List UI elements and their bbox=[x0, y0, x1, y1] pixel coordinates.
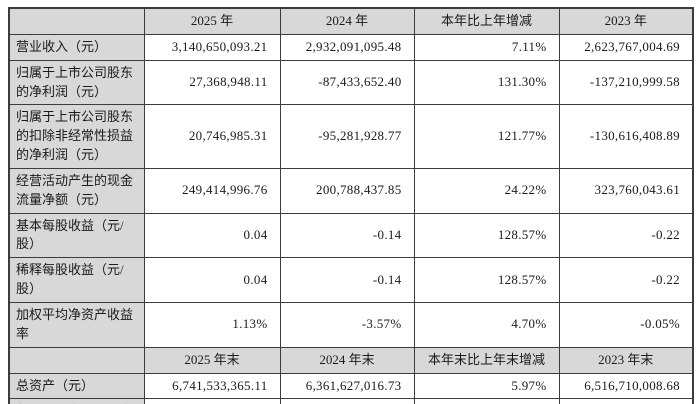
value-2024: -3.57% bbox=[279, 301, 415, 348]
value-2024: 200,788,437.85 bbox=[279, 167, 415, 214]
row-label: 归属于上市公司股东的净利润（元） bbox=[8, 59, 145, 106]
value-change: 4.70% bbox=[413, 301, 560, 348]
table-row-diluted-eps: 稀释每股收益（元/股） 0.04 -0.14 128.57% -0.22 bbox=[8, 257, 694, 303]
header-2023-end: 2023 年末 bbox=[558, 346, 694, 374]
row-label: 总资产（元） bbox=[8, 372, 145, 400]
value-change: 128.57% bbox=[413, 212, 560, 259]
row-label: 营业收入（元） bbox=[8, 33, 145, 61]
value-2023: -0.05% bbox=[558, 301, 694, 348]
header-2025-end: 2025 年末 bbox=[143, 346, 281, 374]
header-blank-cell bbox=[8, 7, 145, 35]
table-row-operating-cash-flow: 经营活动产生的现金流量净额（元） 249,414,996.76 200,788,… bbox=[8, 167, 694, 214]
financial-summary-table: 2025 年 2024 年 本年比上年增减 2023 年 营业收入（元） 3,1… bbox=[8, 7, 694, 404]
value-change: 7.11% bbox=[413, 33, 560, 61]
row-label: 加权平均净资产收益率 bbox=[8, 301, 145, 348]
table-row-total-assets: 总资产（元） 6,741,533,365.11 6,361,627,016.73… bbox=[8, 372, 694, 400]
header-2023: 2023 年 bbox=[558, 7, 694, 35]
row-label: 归属于上市公司股东的扣除非经常性损益的净利润（元） bbox=[8, 104, 145, 169]
header-2024-end: 2024 年末 bbox=[279, 346, 415, 374]
value-2025: 6,741,533,365.11 bbox=[143, 372, 281, 400]
value-2024: -0.14 bbox=[279, 257, 415, 303]
value-2025: 0.04 bbox=[143, 212, 281, 259]
value-change: 121.77% bbox=[413, 104, 560, 169]
row-label: 经营活动产生的现金流量净额（元） bbox=[8, 167, 145, 214]
value-2025: 27,368,948.11 bbox=[143, 59, 281, 106]
value-2025: 2,406,883,614.26 bbox=[143, 398, 281, 404]
value-change: 24.22% bbox=[413, 167, 560, 214]
row-label: 归属于上市公司股东的净资产（元） bbox=[8, 398, 145, 404]
value-change: 5.97% bbox=[413, 372, 560, 400]
header-2025: 2025 年 bbox=[143, 7, 281, 35]
row-label: 基本每股收益（元/股） bbox=[8, 212, 145, 259]
value-2024: -87,433,652.40 bbox=[279, 59, 415, 106]
table-row-basic-eps: 基本每股收益（元/股） 0.04 -0.14 128.57% -0.22 bbox=[8, 212, 694, 259]
value-2023: 323,760,043.61 bbox=[558, 167, 694, 214]
value-change: 128.57% bbox=[413, 257, 560, 303]
table-row-weighted-avg-roe: 加权平均净资产收益率 1.13% -3.57% 4.70% -0.05% bbox=[8, 301, 694, 348]
value-2024: 2,932,091,095.48 bbox=[279, 33, 415, 61]
header-row-period-end: 2025 年末 2024 年末 本年末比上年末增减 2023 年末 bbox=[8, 346, 694, 374]
table-row-net-profit: 归属于上市公司股东的净利润（元） 27,368,948.11 -87,433,6… bbox=[8, 59, 694, 106]
table-row-net-assets: 归属于上市公司股东的净资产（元） 2,406,883,614.26 2,403,… bbox=[8, 398, 694, 404]
value-2024: 6,361,627,016.73 bbox=[279, 372, 415, 400]
value-2025: 1.13% bbox=[143, 301, 281, 348]
header-row-annual: 2025 年 2024 年 本年比上年增减 2023 年 bbox=[8, 7, 694, 35]
header-period-end-change: 本年末比上年末增减 bbox=[413, 346, 560, 374]
value-change: 0.12% bbox=[413, 398, 560, 404]
value-2025: 20,746,985.31 bbox=[143, 104, 281, 169]
header-blank-cell bbox=[8, 346, 145, 374]
value-2023: 2,491,287,061.60 bbox=[558, 398, 694, 404]
value-2023: -137,210,999.58 bbox=[558, 59, 694, 106]
value-2024: -95,281,928.77 bbox=[279, 104, 415, 169]
value-2025: 3,140,650,093.21 bbox=[143, 33, 281, 61]
value-change: 131.30% bbox=[413, 59, 560, 106]
table-row-revenue: 营业收入（元） 3,140,650,093.21 2,932,091,095.4… bbox=[8, 33, 694, 61]
row-label: 稀释每股收益（元/股） bbox=[8, 257, 145, 303]
value-2023: 6,516,710,008.68 bbox=[558, 372, 694, 400]
value-2023: -0.22 bbox=[558, 257, 694, 303]
header-yoy-change: 本年比上年增减 bbox=[413, 7, 560, 35]
value-2024: -0.14 bbox=[279, 212, 415, 259]
value-2024: 2,403,898,954.58 bbox=[279, 398, 415, 404]
value-2023: -0.22 bbox=[558, 212, 694, 259]
value-2023: -130,616,408.89 bbox=[558, 104, 694, 169]
value-2023: 2,623,767,004.69 bbox=[558, 33, 694, 61]
header-2024: 2024 年 bbox=[279, 7, 415, 35]
value-2025: 249,414,996.76 bbox=[143, 167, 281, 214]
table-row-net-profit-deducted: 归属于上市公司股东的扣除非经常性损益的净利润（元） 20,746,985.31 … bbox=[8, 104, 694, 169]
value-2025: 0.04 bbox=[143, 257, 281, 303]
